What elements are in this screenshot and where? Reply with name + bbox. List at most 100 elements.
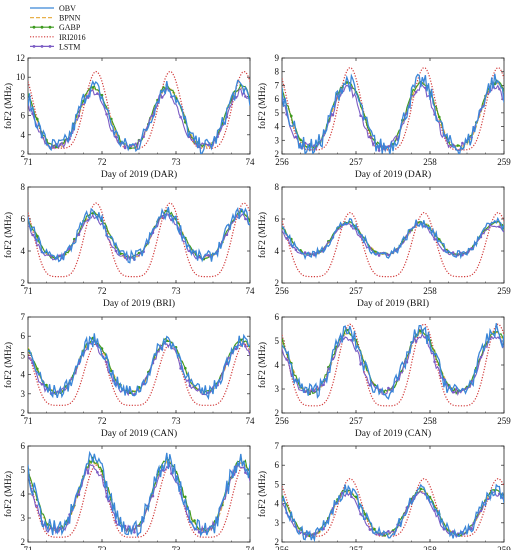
series-group [28,202,250,278]
legend-label: GABP [59,23,81,32]
series-line-lstm [28,462,250,536]
panel-dar-71: 71 72 73 74 2 4 6 8 10 12 Day of 2019 (DAR) foF2 (M… [3,53,255,180]
y-tick-label: 6 [275,312,280,322]
x-axis-label: Day of 2019 (BRI) [103,298,175,309]
series-marker-gabp [354,495,358,499]
y-tick-label: 5 [275,336,280,346]
y-tick-label: 4 [21,246,26,256]
y-tick-label: 9 [275,53,280,63]
x-axis-label: Day of 2019 (CAN) [355,428,431,439]
x-tick-label: 74 [246,286,256,296]
y-tick-label: 6 [275,460,280,470]
x-tick-label: 256 [275,416,289,426]
series-marker-lstm [451,391,455,394]
y-tick-label: 4 [275,246,280,256]
panel-bri-71: 71 72 73 74 2 4 6 8 Day of 2019 (BRI) foF2 (MHz) [3,182,255,309]
series-line-obv [28,333,250,401]
series-marker-lstm [244,95,247,98]
y-tick-label: 8 [275,182,280,192]
y-tick-label: 8 [275,67,280,77]
y-tick-label: 5 [21,350,26,360]
legend-marker [40,45,44,48]
series-marker-lstm [285,358,288,361]
series-marker-lstm [377,533,381,536]
series-line-obv [282,73,504,154]
series-marker-lstm [414,90,418,94]
x-tick-label: 256 [275,545,289,550]
series-line-obv [28,206,250,264]
x-tick-label: 257 [349,286,363,296]
series-marker-gabp [438,115,441,119]
series-marker-lstm [479,355,483,359]
plot-frame [27,186,251,284]
series-marker-lstm [207,254,210,257]
series-marker-lstm [244,217,247,221]
series-group [28,70,250,154]
y-axis-label: foF2 (MHz) [3,342,14,388]
series-marker-lstm [179,115,182,119]
legend-label: IRI2016 [59,33,86,42]
y-axis-label: foF2 (MHz) [3,471,14,517]
legend-item-obv: OBV [30,4,76,13]
series-marker-lstm [244,344,247,348]
series-marker-lstm [303,251,307,254]
y-axis-label: foF2 (MHz) [257,471,268,517]
series-marker-lstm [451,530,455,533]
y-tick-label: 5 [275,108,280,118]
x-tick-label: 71 [24,157,33,167]
series-marker-lstm [359,114,362,117]
y-tick-label: 2 [21,408,26,418]
y-tick-label: 4 [275,499,280,509]
y-tick-label: 8 [21,182,26,192]
series-marker-lstm [244,471,247,474]
series-marker-lstm [133,531,136,534]
y-tick-label: 5 [21,465,26,475]
series-marker-lstm [77,114,81,118]
series-marker-gabp [36,234,39,238]
plot-frame [281,186,505,284]
panel-hob-256: 256257258259234567Day of 2019 (HOB)foF2 … [257,441,511,550]
series-marker-lstm [123,256,127,259]
y-tick-label: 2 [275,537,280,547]
y-tick-label: 7 [275,441,280,451]
series-line-lstm [28,87,250,152]
series-marker-lstm [387,386,390,390]
legend-label: BPNN [59,14,81,23]
legend-item-iri2016: IRI2016 [30,33,86,42]
series-marker-lstm [96,92,99,95]
series-marker-lstm [77,233,81,237]
x-tick-label: 258 [423,545,437,550]
x-tick-label: 71 [24,416,33,426]
series-marker-lstm [77,493,81,497]
series-group [282,66,504,154]
panel-dar-256: 256 257 258 259 2 3 4 5 6 7 8 9 Day of 2019 (DAR) foF… [257,53,511,180]
series-marker-gabp [91,86,95,89]
series-marker-lstm [340,491,344,495]
series-line-bpnn [282,80,504,151]
x-tick-label: 73 [172,157,182,167]
series-line-obv [282,483,504,542]
series-marker-lstm [350,224,353,228]
series-marker-gabp [100,93,104,97]
series-line-obv [282,323,504,400]
series-marker-gabp [100,347,104,350]
x-axis-label: Day of 2019 (DAR) [355,169,431,180]
series-marker-lstm [114,249,118,253]
legend-marker [32,25,36,29]
legend-label: OBV [59,4,76,13]
series-group [28,333,250,406]
x-tick-label: 259 [497,157,511,167]
x-tick-label: 72 [98,157,107,167]
series-marker-lstm [40,383,44,386]
y-tick-label: 2 [21,149,26,159]
y-tick-label: 2 [21,537,26,547]
x-tick-label: 259 [497,545,511,550]
y-tick-label: 3 [21,513,26,523]
series-line-iri2016 [282,478,504,537]
series-marker-lstm [498,225,501,228]
y-tick-label: 7 [21,312,26,322]
y-axis-label: foF2 (MHz) [257,83,268,129]
y-tick-label: 4 [21,489,26,499]
